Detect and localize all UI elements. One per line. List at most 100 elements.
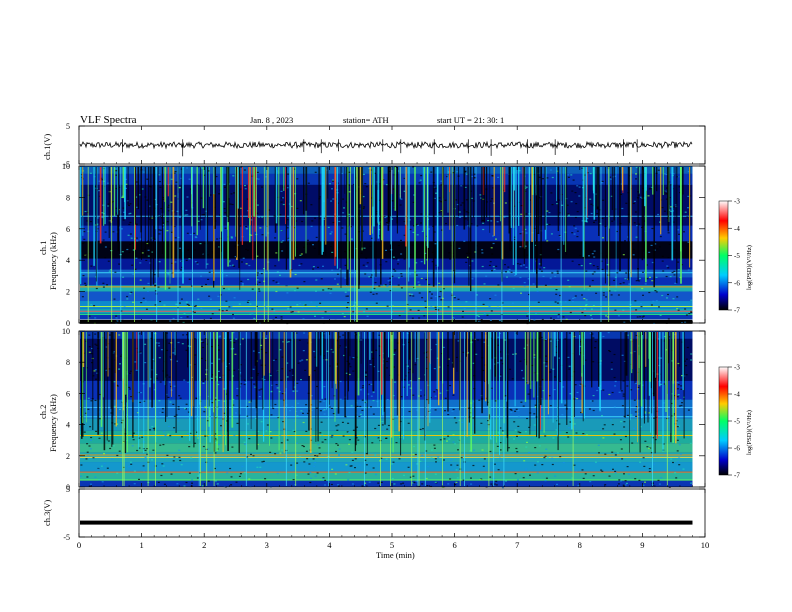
spec-noise — [109, 269, 112, 271]
spec-noise — [186, 196, 189, 198]
spec-noise — [366, 315, 369, 317]
spec-noise — [482, 222, 485, 224]
spec-noise — [179, 247, 182, 249]
spec-noise — [152, 427, 155, 430]
spec-noise — [611, 220, 614, 222]
spec-noise — [240, 280, 243, 282]
spec-noise — [499, 427, 502, 429]
spec-noise — [670, 402, 673, 405]
spec-noise — [513, 238, 516, 241]
spec-noise — [430, 449, 433, 451]
spec-noise — [414, 364, 417, 366]
ch2-spec-ytick-label: 10 — [62, 327, 70, 336]
spec-noise — [590, 251, 592, 253]
spec-noise — [630, 389, 633, 391]
spec-noise — [633, 399, 636, 401]
spec-noise — [299, 254, 302, 256]
spec-noise — [622, 282, 625, 284]
spec-noise — [581, 242, 584, 244]
spec-noise — [348, 249, 351, 251]
spec-noise — [346, 431, 349, 433]
spec-noise — [196, 263, 199, 265]
spec-noise — [229, 467, 232, 470]
spec-noise — [452, 441, 455, 443]
spec-noise — [225, 435, 228, 437]
spec-noise — [676, 382, 679, 384]
spec-noise — [122, 219, 125, 221]
spec-noise — [308, 463, 311, 465]
spec-noise — [377, 370, 380, 372]
spec-noise — [526, 417, 529, 420]
spec-noise — [491, 175, 494, 177]
spec-noise — [567, 436, 570, 438]
spec-noise — [216, 238, 219, 240]
spec-noise — [189, 188, 192, 190]
spec-noise — [189, 432, 192, 434]
spec-noise — [648, 188, 651, 190]
spec-noise — [611, 391, 614, 394]
spec-noise — [679, 192, 681, 194]
spec-noise — [329, 183, 331, 185]
spec-noise — [601, 415, 603, 417]
spec-noise — [286, 227, 289, 229]
spec-noise — [348, 184, 351, 186]
spec-noise — [674, 204, 677, 206]
spec-noise — [147, 249, 150, 251]
spec-noise — [411, 317, 414, 319]
spec-noise — [557, 313, 560, 315]
spec-noise — [254, 386, 257, 388]
spec-noise — [146, 244, 149, 246]
spec-noise — [98, 479, 101, 481]
spec-noise — [260, 388, 263, 390]
spec-noise — [211, 251, 214, 253]
spec-noise — [344, 277, 347, 279]
spec-noise — [472, 464, 475, 467]
spec-noise — [201, 214, 204, 216]
spec-noise — [467, 225, 470, 227]
spec-noise — [316, 455, 319, 457]
spec-noise — [451, 252, 454, 254]
spec-noise — [376, 213, 378, 215]
spec-noise — [433, 368, 436, 370]
spec-noise — [568, 365, 571, 367]
spec-noise — [660, 477, 663, 479]
spec-noise — [223, 287, 225, 290]
spec-noise — [311, 438, 314, 440]
spec-noise — [555, 289, 558, 291]
spec-noise — [532, 283, 535, 285]
spec-noise — [122, 276, 125, 278]
spec-noise — [111, 458, 114, 460]
spec-noise — [574, 216, 577, 219]
spec-noise — [349, 366, 352, 368]
spec-noise — [113, 298, 116, 300]
spec-noise — [646, 446, 649, 448]
spec-noise — [449, 478, 452, 480]
spec-noise — [131, 445, 134, 447]
spec-noise — [168, 342, 171, 344]
spec-noise — [135, 369, 138, 371]
spec-noise — [378, 229, 381, 231]
spec-noise — [489, 298, 492, 300]
spec-noise — [230, 236, 233, 238]
spec-noise — [210, 346, 213, 348]
spec-noise — [232, 404, 235, 406]
spec-noise — [557, 248, 560, 251]
spec-noise — [128, 213, 131, 215]
spec-noise — [457, 298, 460, 300]
spec-noise — [145, 308, 148, 310]
spec-noise — [135, 223, 138, 225]
spec-noise — [155, 373, 158, 376]
spec-noise — [602, 389, 605, 391]
spec-noise — [103, 453, 105, 455]
spec-noise — [391, 477, 394, 480]
spec-noise — [162, 224, 164, 226]
spec-noise — [403, 177, 406, 179]
spec-band — [80, 443, 693, 453]
spec-noise — [185, 259, 188, 261]
spec-noise — [136, 412, 139, 414]
spec-noise — [127, 234, 130, 236]
spec-noise — [400, 239, 402, 241]
spec-noise — [122, 441, 125, 444]
spec-noise — [202, 380, 205, 382]
spec-noise — [523, 460, 526, 462]
